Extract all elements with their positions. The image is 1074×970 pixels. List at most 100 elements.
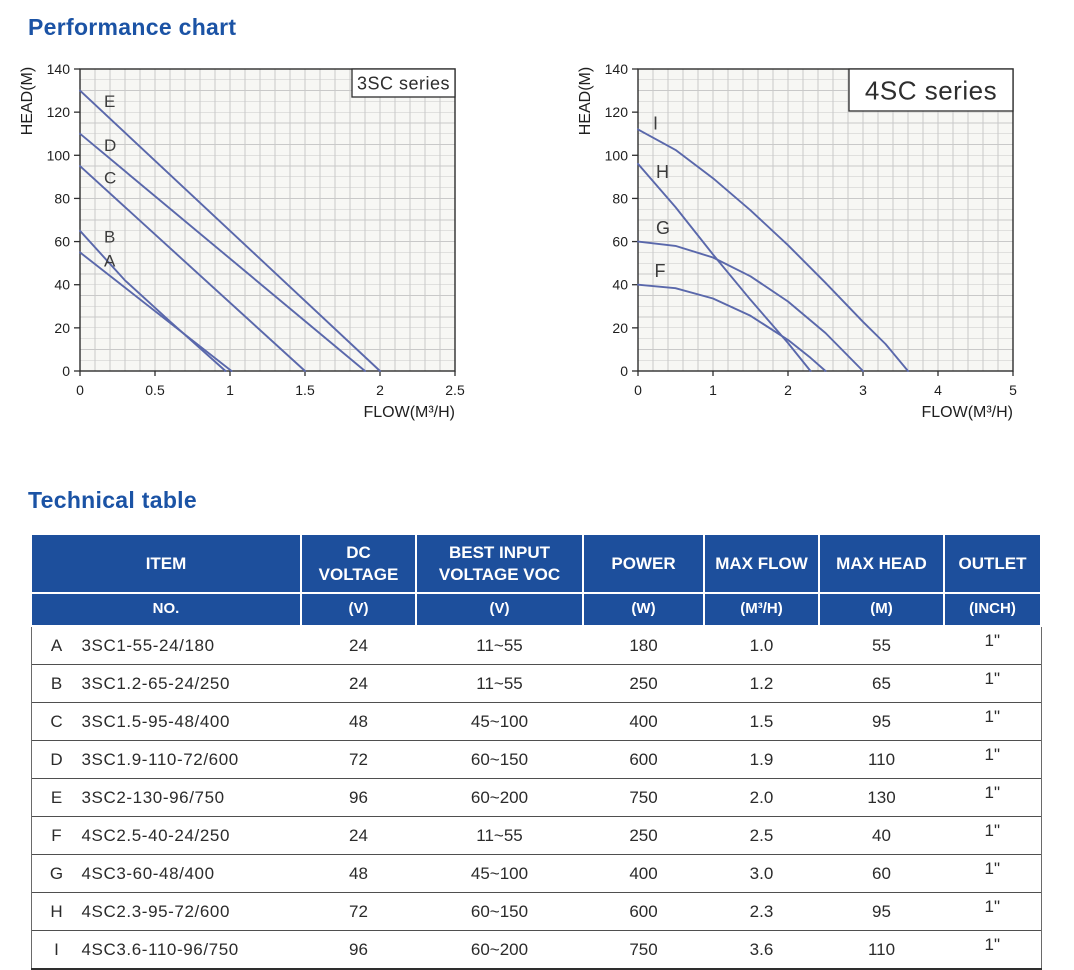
value-cell: 48 xyxy=(301,702,416,741)
y-tick-label: 0 xyxy=(62,363,70,379)
table-row: I 4SC3.6-110-96/750 96 60~200 750 3.6 110 1" xyxy=(30,930,1042,970)
chart-3sc-series: 0 0.5 1 1.5 2 2.5 0 20 40 60 80 100 120 140 A B C D E 3SC s… xyxy=(16,55,521,432)
column-subheader: (V) xyxy=(300,592,417,627)
value-cell: 96 xyxy=(301,778,416,817)
row-letter: D xyxy=(50,749,63,769)
item-cell: E 3SC2-130-96/750 xyxy=(30,778,301,817)
value-cell: 95 xyxy=(819,702,944,741)
curve-label-B: B xyxy=(104,228,115,247)
column-subheader: (W) xyxy=(582,592,705,627)
curve-label-H: H xyxy=(656,162,669,182)
column-subheader: (M) xyxy=(818,592,945,627)
model-number: 3SC1.9-110-72/600 xyxy=(81,749,239,769)
row-letter: F xyxy=(51,825,62,845)
item-cell: D 3SC1.9-110-72/600 xyxy=(30,740,301,779)
y-axis-label: HEAD(M) xyxy=(19,67,36,135)
y-tick-label: 0 xyxy=(620,363,628,379)
y-axis-label: HEAD(M) xyxy=(577,67,594,135)
y-tick-label: 40 xyxy=(612,277,628,293)
column-subheader: (INCH) xyxy=(943,592,1042,627)
model-number: 4SC3-60-48/400 xyxy=(81,863,215,883)
model-number: 4SC2.5-40-24/250 xyxy=(81,825,231,845)
row-letter: A xyxy=(50,635,63,655)
value-cell: 600 xyxy=(583,892,704,931)
model-number: 4SC2.3-95-72/600 xyxy=(81,901,231,921)
table-row: C 3SC1.5-95-48/400 48 45~100 400 1.5 95 1" xyxy=(30,702,1042,741)
series-title: 3SC series xyxy=(357,73,450,93)
model-number: 3SC2-130-96/750 xyxy=(81,787,225,807)
value-cell: 24 xyxy=(301,664,416,703)
column-header: MAX HEAD xyxy=(818,533,945,594)
item-cell: A 3SC1-55-24/180 xyxy=(30,625,301,665)
value-cell: 60~200 xyxy=(416,930,583,970)
y-tick-label: 120 xyxy=(605,104,629,120)
value-cell: 250 xyxy=(583,664,704,703)
curve-label-F: F xyxy=(655,261,666,281)
y-tick-label: 100 xyxy=(605,147,629,163)
value-cell: 1" xyxy=(944,778,1042,817)
x-tick-label: 2 xyxy=(784,382,792,398)
column-header: BEST INPUT VOLTAGE VOC xyxy=(415,533,584,594)
table-body: A 3SC1-55-24/180 24 11~55 180 1.0 55 1" B 3SC1.2-… xyxy=(30,625,1042,970)
curve-C xyxy=(79,165,306,372)
curve-label-I: I xyxy=(653,113,658,133)
value-cell: 180 xyxy=(583,625,704,665)
value-cell: 2.0 xyxy=(704,778,819,817)
x-tick-label: 1 xyxy=(226,382,234,398)
y-tick-label: 80 xyxy=(612,190,628,206)
y-tick-label: 40 xyxy=(54,277,70,293)
x-tick-label: 2 xyxy=(376,382,384,398)
chart-canvas: 0 0.5 1 1.5 2 2.5 0 20 40 60 80 100 120 140 AB CD E 3SC s… xyxy=(19,61,465,421)
value-cell: 2.5 xyxy=(704,816,819,855)
value-cell: 1" xyxy=(944,892,1042,931)
y-tick-label: 60 xyxy=(54,234,70,250)
item-cell: H 4SC2.3-95-72/600 xyxy=(30,892,301,931)
row-letter: E xyxy=(50,787,63,807)
curve-I xyxy=(637,128,909,372)
curve-E xyxy=(79,89,381,372)
value-cell: 11~55 xyxy=(416,664,583,703)
y-tick-label: 100 xyxy=(47,147,71,163)
curve-label-A: A xyxy=(104,251,116,270)
x-tick-label: 2.5 xyxy=(445,382,465,398)
item-cell: C 3SC1.5-95-48/400 xyxy=(30,702,301,741)
series-title-box xyxy=(848,68,1014,112)
model-number: 3SC1-55-24/180 xyxy=(81,635,215,655)
table-row: A 3SC1-55-24/180 24 11~55 180 1.0 55 1" xyxy=(30,625,1042,665)
x-tick-label: 4 xyxy=(934,382,942,398)
value-cell: 1.2 xyxy=(704,664,819,703)
value-cell: 110 xyxy=(819,740,944,779)
value-cell: 24 xyxy=(301,816,416,855)
curve-F xyxy=(637,283,827,372)
value-cell: 95 xyxy=(819,892,944,931)
chart-canvas: 0 1 2 3 4 5 0 20 40 60 80 100 120 140 F G H I 4SC series HE… xyxy=(577,61,1017,421)
value-cell: 1" xyxy=(944,702,1042,741)
item-cell: B 3SC1.2-65-24/250 xyxy=(30,664,301,703)
column-subheader: (M³/H) xyxy=(703,592,820,627)
value-cell: 1.9 xyxy=(704,740,819,779)
value-cell: 130 xyxy=(819,778,944,817)
value-cell: 400 xyxy=(583,702,704,741)
value-cell: 1" xyxy=(944,740,1042,779)
value-cell: 750 xyxy=(583,930,704,970)
value-cell: 40 xyxy=(819,816,944,855)
value-cell: 110 xyxy=(819,930,944,970)
value-cell: 24 xyxy=(301,625,416,665)
value-cell: 72 xyxy=(301,892,416,931)
table-row: E 3SC2-130-96/750 96 60~200 750 2.0 130 1" xyxy=(30,778,1042,817)
table-row: B 3SC1.2-65-24/250 24 11~55 250 1.2 65 1" xyxy=(30,664,1042,703)
x-tick-label: 0 xyxy=(76,382,84,398)
value-cell: 1.0 xyxy=(704,625,819,665)
x-tick-label: 1.5 xyxy=(295,382,315,398)
series-title: 4SC series xyxy=(865,75,997,105)
value-cell: 2.3 xyxy=(704,892,819,931)
x-tick-label: 3 xyxy=(859,382,867,398)
axis-ticks xyxy=(74,68,456,376)
y-tick-label: 140 xyxy=(605,61,629,77)
curve-G xyxy=(637,240,864,372)
table-row: H 4SC2.3-95-72/600 72 60~150 600 2.3 95 1" xyxy=(30,892,1042,931)
item-cell: I 4SC3.6-110-96/750 xyxy=(30,930,301,970)
curve-label-D: D xyxy=(104,136,116,155)
column-header: OUTLET xyxy=(943,533,1042,594)
column-header: MAX FLOW xyxy=(703,533,820,594)
